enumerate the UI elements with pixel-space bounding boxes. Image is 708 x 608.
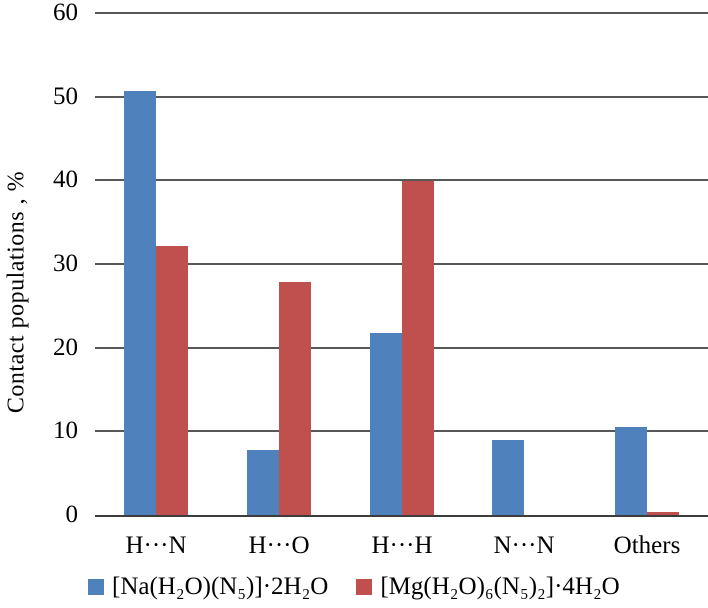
bar-series2-5 (647, 512, 679, 515)
y-tick-label: 20 (53, 333, 78, 361)
legend-label: [Mg(H₂O)₆(N₅)₂]·4H₂O (380, 573, 620, 600)
legend-item-1: [Na(H₂O)(N₅)]·2H₂O (88, 572, 328, 602)
x-category-label: N···N (493, 532, 555, 559)
y-tick-label: 30 (53, 250, 78, 277)
x-category-label: H···N (125, 532, 187, 559)
legend-swatch (356, 579, 373, 595)
legend: [Na(H₂O)(N₅)]·2H₂O [Mg(H₂O)₆(N₅)₂]·4H₂O (88, 572, 620, 602)
y-axis-title: Contact populations , % (3, 170, 30, 414)
bar-series1-2 (247, 450, 279, 515)
y-tick-label: 0 (65, 501, 79, 528)
bar-series1-1 (124, 91, 156, 515)
x-axis-category-labels: H···N H···O H···H N···N Others (95, 530, 708, 566)
legend-swatch (88, 579, 104, 595)
grid-line (95, 263, 708, 265)
grid-line (95, 95, 708, 98)
bar-series2-2 (279, 282, 311, 515)
y-tick-label: 60 (53, 0, 78, 26)
bar-series1-4 (492, 440, 524, 515)
bar-series1-3 (370, 333, 402, 515)
y-tick-label: 50 (53, 82, 78, 110)
plot-area (95, 12, 708, 517)
bar-series1-5 (615, 427, 647, 515)
x-category-label: Others (613, 532, 681, 559)
x-category-label: H···O (248, 532, 310, 559)
y-tick-label: 10 (53, 417, 78, 445)
legend-label: [Na(H₂O)(N₅)]·2H₂O (112, 573, 329, 600)
grid-line (95, 179, 708, 182)
y-tick-label: 40 (53, 166, 78, 194)
legend-item-2: [Mg(H₂O)₆(N₅)₂]·4H₂O (356, 572, 620, 602)
grid-line (95, 12, 708, 14)
bar-series2-3 (402, 181, 434, 515)
bar-series2-1 (156, 246, 188, 515)
x-category-label: H···H (371, 532, 433, 559)
